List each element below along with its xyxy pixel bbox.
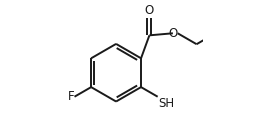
Text: F: F: [68, 90, 74, 103]
Text: SH: SH: [158, 97, 175, 110]
Text: O: O: [145, 4, 154, 17]
Text: O: O: [168, 27, 178, 40]
